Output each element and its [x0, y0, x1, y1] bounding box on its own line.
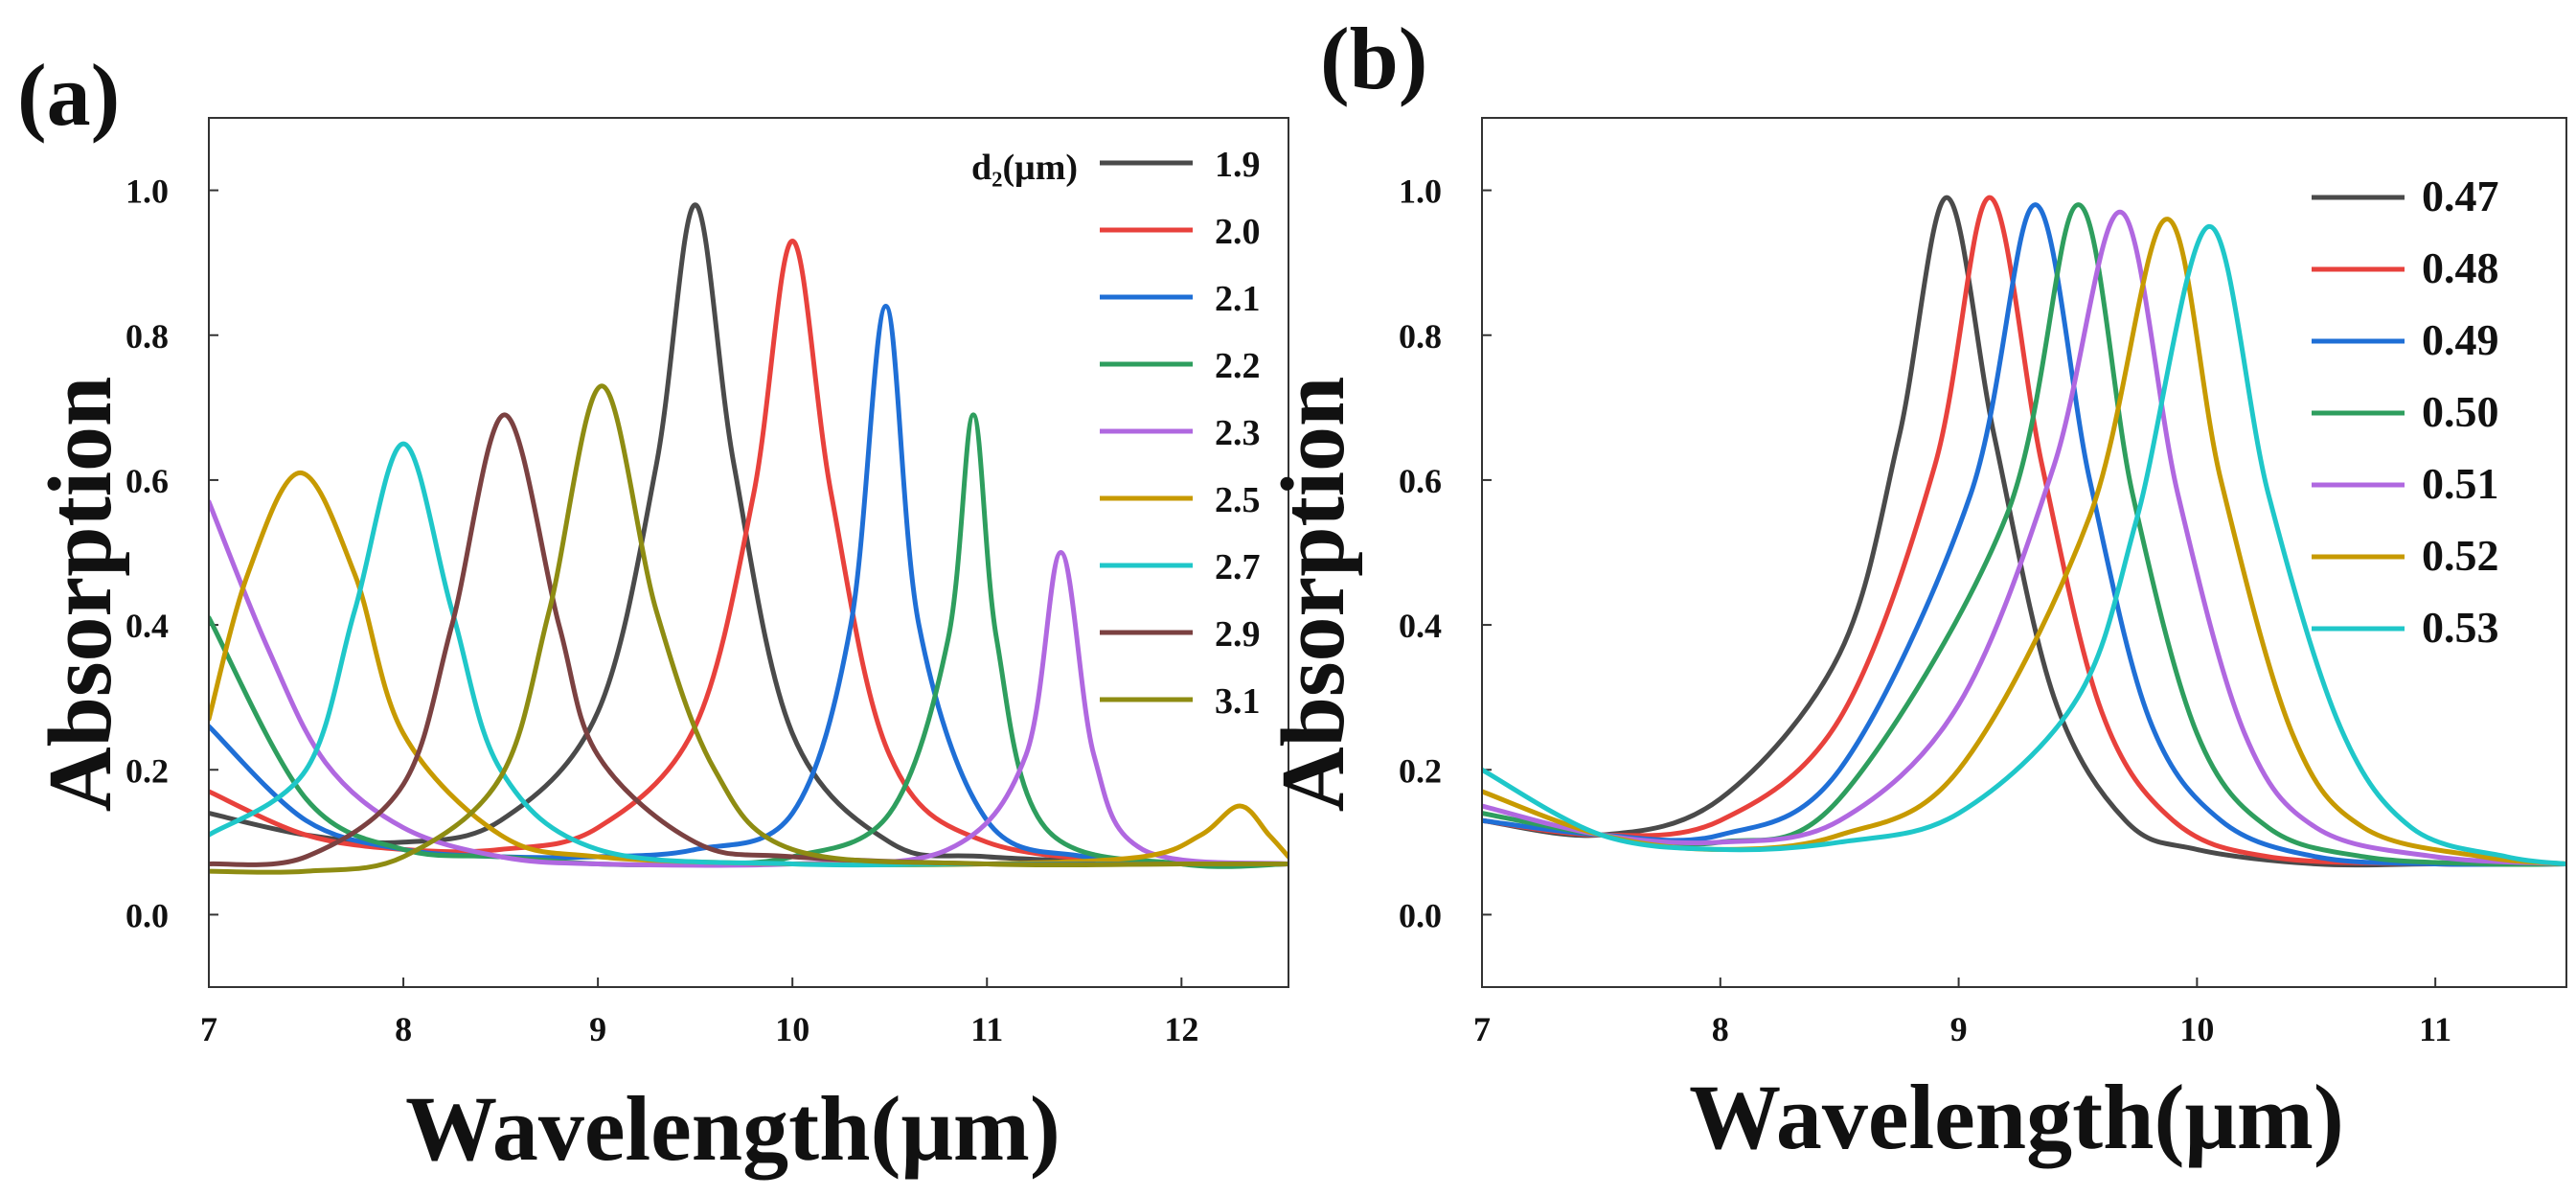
panel-a-ticks: 7 8 9 10 11 12 0.0 0.2 0.4 0.6 0.8 1.0: [125, 172, 1198, 1048]
panel-b-xlabel: Wavelength(μm): [1689, 1066, 2344, 1168]
panel-a-ylabel: Absorption: [31, 377, 130, 812]
x-tick-label: 11: [970, 1010, 1003, 1048]
legend-label-2.1: 2.1: [1215, 279, 1261, 319]
series-line-2.0: [209, 239, 1288, 868]
y-tick-label: 0.2: [125, 751, 169, 790]
y-tick-label: 1.0: [125, 172, 169, 211]
panel-b-ylabel: Absorption: [1264, 377, 1363, 812]
series-line-0.49: [1482, 202, 2566, 867]
panel-a: (a) Absorption Wavelength(μm) 7 8 9 10 11 12 0…: [17, 46, 1289, 1180]
panel-a-xlabel: Wavelength(μm): [405, 1077, 1060, 1180]
legend-label-2.0: 2.0: [1215, 212, 1261, 252]
legend-label-0.48: 0.48: [2422, 243, 2499, 292]
series-line-0.53: [1482, 223, 2566, 866]
series-line-0.47: [1482, 195, 2566, 868]
y-tick-label: 0.0: [125, 896, 169, 934]
x-tick-label: 8: [1712, 1010, 1729, 1048]
y-tick-label: 0.4: [125, 607, 169, 645]
x-tick-label: 11: [2419, 1010, 2451, 1048]
x-tick-label: 7: [200, 1010, 217, 1048]
legend-label-2.2: 2.2: [1215, 346, 1261, 386]
legend-label-2.7: 2.7: [1215, 547, 1261, 587]
x-tick-label: 9: [589, 1010, 606, 1048]
legend-label-2.5: 2.5: [1215, 480, 1261, 520]
panel-b-curves: [1482, 195, 2566, 868]
series-line-2.1: [209, 304, 1288, 867]
legend-label-3.1: 3.1: [1215, 681, 1261, 722]
y-tick-label: 0.8: [125, 317, 169, 356]
legend-label-0.51: 0.51: [2422, 459, 2499, 508]
series-line-0.52: [1482, 217, 2566, 866]
legend-label-0.49: 0.49: [2422, 315, 2499, 364]
legend-label-0.53: 0.53: [2422, 603, 2499, 652]
panel-a-frame: [208, 117, 1289, 988]
x-tick-label: 10: [775, 1010, 809, 1048]
series-line-0.51: [1482, 209, 2566, 866]
series-line-2.2: [209, 412, 1288, 869]
series-line-3.1: [209, 383, 1288, 875]
legend-label-2.9: 2.9: [1215, 614, 1261, 655]
x-tick-label: 8: [395, 1010, 412, 1048]
y-tick-label: 0.6: [125, 462, 169, 500]
y-tick-label: 0.0: [1399, 896, 1442, 934]
series-line-1.9: [209, 202, 1288, 867]
x-tick-label: 7: [1473, 1010, 1491, 1048]
panel-a-curves: [209, 202, 1288, 875]
y-tick-label: 0.8: [1399, 317, 1442, 356]
legend-label-0.52: 0.52: [2422, 531, 2499, 580]
panel-b-legend: 0.47 0.48 0.49 0.50 0.51 0.52 0.53: [2312, 172, 2499, 652]
panel-b-label: (b): [1320, 10, 1427, 107]
legend-label-1.9: 1.9: [1215, 145, 1261, 185]
panel-b-frame: [1481, 117, 2567, 988]
panel-b-ticks: 7 8 9 10 11 0.0 0.2 0.4 0.6 0.8 1.0: [1399, 172, 2451, 1048]
y-tick-label: 0.6: [1399, 462, 1442, 500]
legend-label-2.3: 2.3: [1215, 413, 1261, 453]
legend-label-0.47: 0.47: [2422, 172, 2499, 220]
y-tick-label: 0.4: [1399, 607, 1442, 645]
x-tick-label: 12: [1164, 1010, 1198, 1048]
y-tick-label: 0.2: [1399, 751, 1442, 790]
panel-b: (b) Absorption Wavelength(μm) 7 8 9 10 11 0.0…: [1264, 10, 2567, 1168]
panel-a-legend: d₂(μm) 1.9 2.0 2.1 2.2 2.3 2.5 2.7 2.9 3.1: [971, 145, 1261, 722]
series-line-0.48: [1482, 195, 2566, 867]
y-tick-label: 1.0: [1399, 172, 1442, 211]
legend-label-0.50: 0.50: [2422, 387, 2499, 436]
x-tick-label: 9: [1950, 1010, 1968, 1048]
panel-a-label: (a): [17, 46, 120, 144]
panel-a-legend-title: d₂(μm): [971, 148, 1078, 188]
x-tick-label: 10: [2179, 1010, 2214, 1048]
series-line-2.5: [209, 470, 1288, 867]
